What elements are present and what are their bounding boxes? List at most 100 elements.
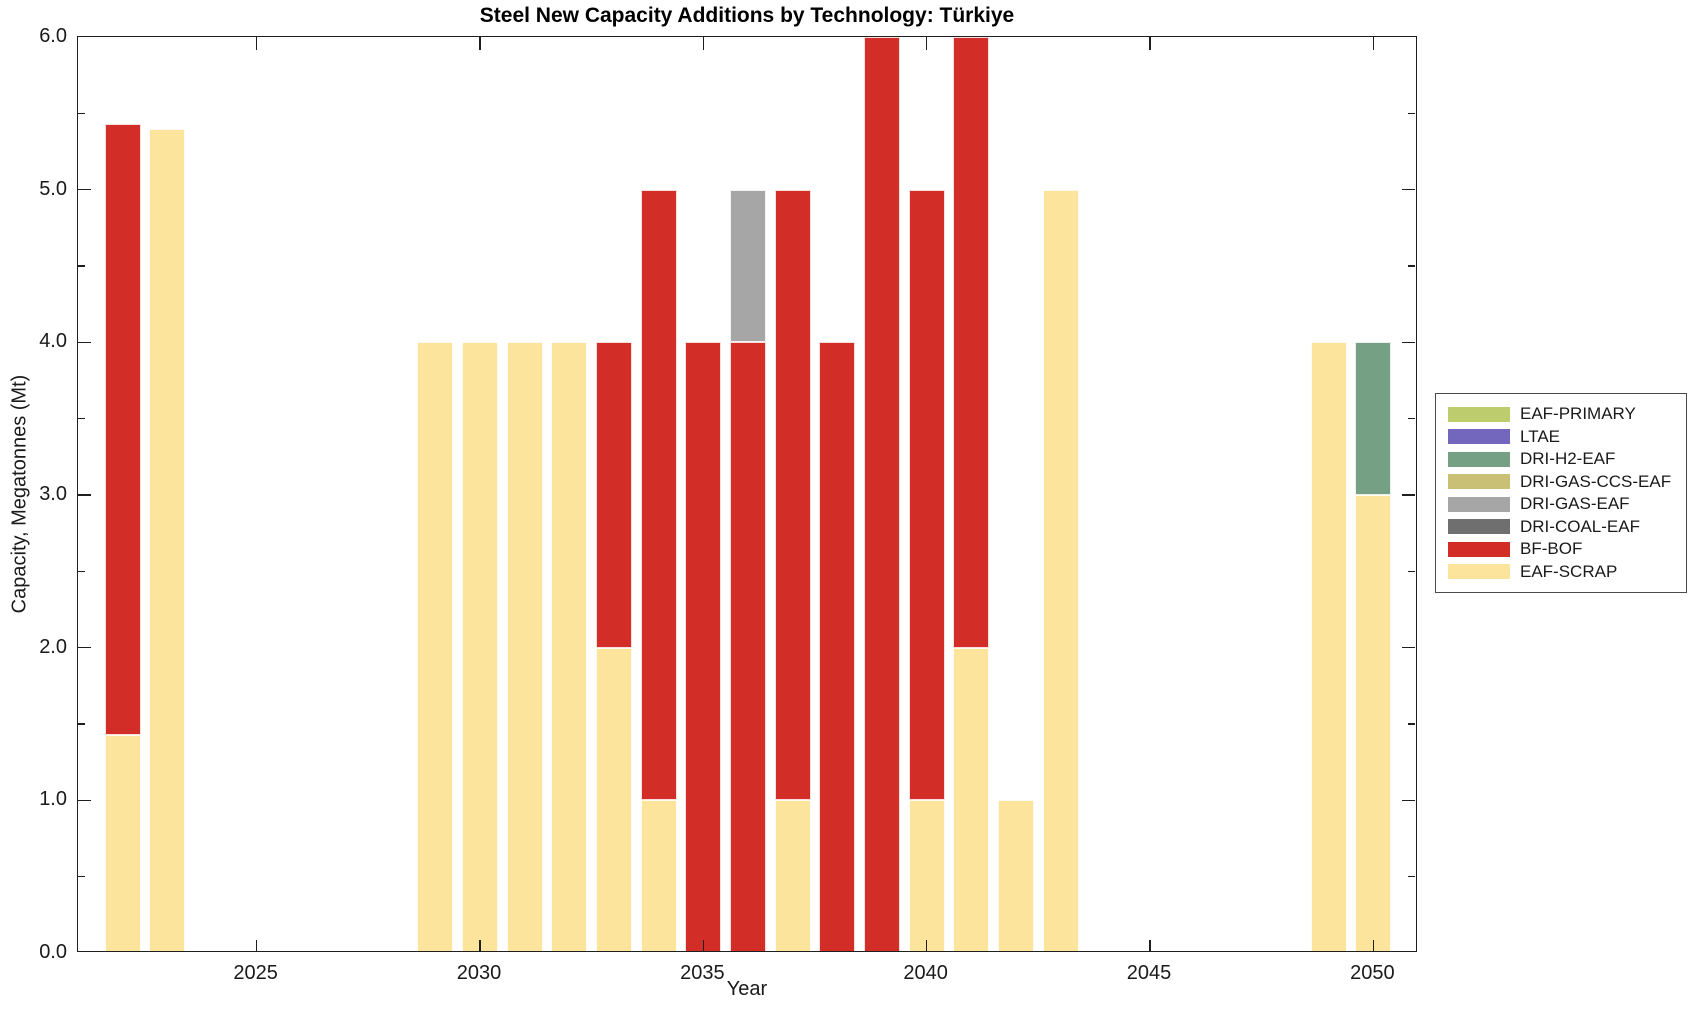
x-tick-2025	[255, 940, 258, 951]
y-tick-right-5	[1402, 188, 1415, 191]
legend-label-BF-BOF: BF-BOF	[1520, 539, 1583, 559]
y-tick-label-4: 4.0	[39, 330, 67, 353]
y-minor-tick-4.5	[78, 265, 85, 267]
y-tick-label-5: 5.0	[39, 177, 67, 200]
y-tick-1	[78, 799, 91, 802]
legend-item-DRI-H2-EAF: DRI-H2-EAF	[1448, 448, 1680, 471]
bar-segment-2022-BF-BOF	[104, 124, 141, 735]
y-minor-tick-3.5	[78, 417, 85, 420]
bar-segment-2037-BF-BOF	[774, 189, 811, 801]
y-minor-tick-5.5	[78, 112, 85, 115]
x-axis-label: Year	[726, 978, 768, 1000]
y-tick-label-3: 3.0	[39, 483, 67, 505]
legend-item-DRI-GAS-EAF: DRI-GAS-EAF	[1448, 493, 1680, 516]
legend-label-DRI-H2-EAF: DRI-H2-EAF	[1520, 449, 1616, 469]
y-tick-label-6: 6.0	[39, 25, 67, 47]
bar-segment-2033-EAF-SCRAP	[596, 647, 632, 951]
legend-label-LTAE: LTAE	[1520, 426, 1560, 446]
bar-segment-2043-EAF-SCRAP	[1042, 189, 1079, 951]
bar-segment-2039-BF-BOF	[864, 37, 900, 951]
y-tick-label-0: 0.0	[39, 941, 67, 963]
legend-swatch-EAF-SCRAP	[1448, 564, 1510, 580]
legend-label-DRI-GAS-CCS-EAF: DRI-GAS-CCS-EAF	[1520, 471, 1672, 491]
x-tick-top-2050	[1372, 37, 1375, 50]
x-tick-2050	[1372, 940, 1375, 951]
legend-item-BF-BOF: BF-BOF	[1448, 538, 1680, 561]
bar-segment-2031-EAF-SCRAP	[506, 342, 543, 951]
x-tick-2040	[925, 940, 928, 951]
y-minor-tick-right-2.5	[1408, 570, 1415, 573]
legend-swatch-DRI-GAS-CCS-EAF	[1448, 474, 1510, 490]
bar-segment-2041-BF-BOF	[953, 37, 990, 648]
chart-title: Steel New Capacity Additions by Technolo…	[479, 4, 1015, 27]
bar-segment-2036-BF-BOF	[730, 342, 766, 951]
y-tick-right-1	[1402, 799, 1415, 802]
bar-segment-2050-DRI-H2-EAF	[1355, 342, 1392, 495]
legend-item-EAF-SCRAP: EAF-SCRAP	[1448, 561, 1680, 584]
x-tick-label-2030: 2030	[456, 962, 502, 984]
y-tick-2	[78, 646, 91, 649]
bar-segment-2040-EAF-SCRAP	[908, 800, 945, 951]
legend-item-LTAE: LTAE	[1448, 426, 1680, 449]
y-tick-4	[78, 341, 91, 344]
legend-swatch-EAF-PRIMARY	[1448, 406, 1510, 422]
x-tick-2030	[479, 940, 481, 951]
y-tick-right-3	[1402, 494, 1415, 496]
x-tick-top-2030	[479, 37, 481, 50]
y-tick-5	[78, 188, 91, 191]
y-minor-tick-1.5	[78, 723, 85, 725]
legend-item-DRI-GAS-CCS-EAF: DRI-GAS-CCS-EAF	[1448, 471, 1680, 494]
bar-segment-2034-EAF-SCRAP	[640, 800, 677, 951]
x-tick-label-2050: 2050	[1350, 962, 1395, 984]
x-tick-label-2025: 2025	[233, 962, 278, 984]
y-minor-tick-right-0.5	[1408, 875, 1415, 878]
y-tick-right-2	[1402, 646, 1415, 649]
bar-segment-2035-BF-BOF	[685, 342, 722, 951]
legend-label-DRI-GAS-EAF: DRI-GAS-EAF	[1520, 494, 1630, 514]
legend-label-EAF-PRIMARY: EAF-PRIMARY	[1520, 404, 1636, 424]
y-minor-tick-right-3.5	[1408, 417, 1415, 420]
x-tick-top-2025	[255, 37, 258, 50]
x-tick-top-2040	[925, 37, 928, 50]
x-tick-2045	[1149, 940, 1151, 951]
y-minor-tick-right-5.5	[1408, 112, 1415, 115]
x-tick-2035	[702, 940, 705, 951]
x-tick-top-2035	[702, 37, 705, 50]
bar-segment-2042-EAF-SCRAP	[998, 800, 1034, 951]
y-minor-tick-0.5	[78, 875, 85, 878]
bar-segment-2022-EAF-SCRAP	[104, 734, 141, 951]
x-tick-label-2035: 2035	[680, 962, 725, 984]
legend-label-DRI-COAL-EAF: DRI-COAL-EAF	[1520, 516, 1640, 536]
bar-segment-2040-BF-BOF	[908, 189, 945, 801]
bar-segment-2034-BF-BOF	[640, 189, 677, 801]
bar-segment-2033-BF-BOF	[596, 342, 632, 648]
legend-label-EAF-SCRAP: EAF-SCRAP	[1520, 561, 1618, 581]
bar-segment-2049-EAF-SCRAP	[1310, 342, 1347, 951]
bar-segment-2032-EAF-SCRAP	[551, 342, 588, 951]
y-tick-3	[78, 494, 91, 496]
legend-swatch-DRI-GAS-EAF	[1448, 496, 1510, 512]
legend-swatch-LTAE	[1448, 429, 1510, 445]
y-tick-right-4	[1402, 341, 1415, 344]
y-tick-label-1: 1.0	[39, 788, 67, 811]
legend-swatch-BF-BOF	[1448, 541, 1510, 557]
y-minor-tick-right-4.5	[1408, 265, 1415, 267]
legend-item-EAF-PRIMARY: EAF-PRIMARY	[1448, 403, 1680, 426]
bar-segment-2029-EAF-SCRAP	[417, 342, 454, 951]
plot-area	[77, 36, 1417, 952]
legend-swatch-DRI-H2-EAF	[1448, 451, 1510, 467]
y-minor-tick-2.5	[78, 570, 85, 573]
bar-segment-2041-EAF-SCRAP	[953, 647, 990, 951]
bar-segment-2037-EAF-SCRAP	[774, 800, 811, 951]
bar-segment-2050-EAF-SCRAP	[1355, 495, 1392, 951]
legend-item-DRI-COAL-EAF: DRI-COAL-EAF	[1448, 516, 1680, 539]
legend-box: EAF-PRIMARY LTAE DRI-H2-EAF DRI-GAS-CCS-EAF…	[1435, 393, 1687, 593]
bar-segment-2036-DRI-GAS-EAF	[730, 189, 766, 343]
bar-segment-2038-BF-BOF	[819, 342, 856, 951]
y-tick-label-2: 2.0	[39, 635, 67, 658]
legend-swatch-DRI-COAL-EAF	[1448, 519, 1510, 535]
x-tick-label-2040: 2040	[903, 962, 948, 984]
y-minor-tick-right-1.5	[1408, 723, 1415, 725]
bar-segment-2030-EAF-SCRAP	[462, 342, 498, 951]
